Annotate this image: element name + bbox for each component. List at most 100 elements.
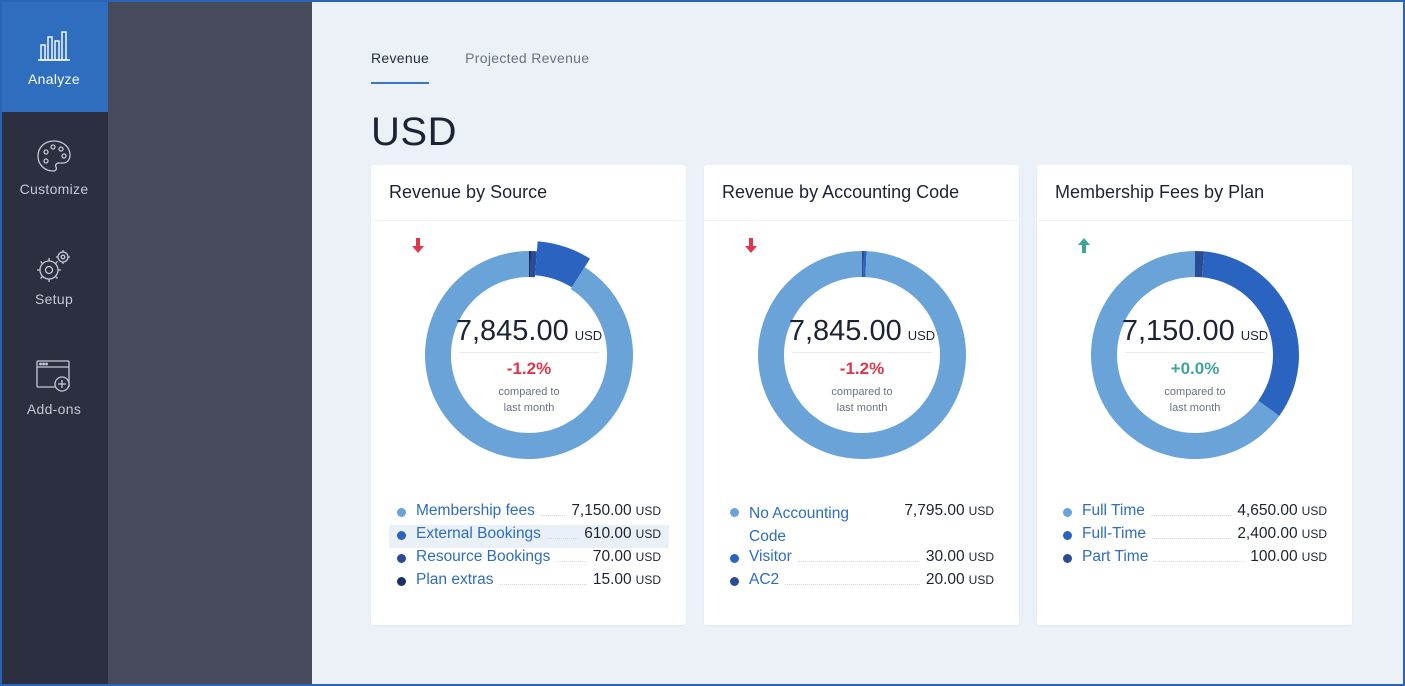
- arrow-down-icon: [745, 238, 757, 253]
- legend-dot: [730, 508, 739, 517]
- leader-dots: [1152, 525, 1232, 539]
- value-unit: USD: [968, 504, 994, 518]
- total-unit: USD: [574, 328, 603, 343]
- donut-chart: 7,150.00 USD +0.0% compared to last mont…: [1077, 237, 1313, 473]
- divider: [459, 352, 599, 353]
- compare-line-2: last month: [503, 402, 555, 414]
- nav-label: Analyze: [28, 71, 80, 87]
- value-amount: 100.00: [1250, 548, 1298, 565]
- tab-bar: Revenue Projected Revenue: [371, 50, 589, 84]
- legend-value: 7,150.00 USD: [571, 502, 661, 520]
- nav-label: Add-ons: [26, 401, 82, 417]
- value-amount: 15.00: [592, 571, 632, 588]
- legend-label[interactable]: Plan extras: [416, 571, 494, 588]
- nav-item-analyze[interactable]: Analyze: [0, 2, 108, 112]
- leader-dots: [1154, 548, 1245, 562]
- donut-svg: [758, 251, 966, 459]
- donut-chart: 7,845.00 USD -1.2% compared to last mont…: [411, 237, 647, 473]
- value-amount: 70.00: [592, 548, 632, 565]
- legend-label[interactable]: Part Time: [1082, 548, 1149, 565]
- legend-row-no-accounting-code[interactable]: No Accounting Code 7,795.00 USD: [722, 502, 1002, 548]
- legend-row-full-time[interactable]: Full Time 4,650.00 USD: [1055, 502, 1335, 525]
- legend-row-full-time-hyphen[interactable]: Full-Time 2,400.00 USD: [1055, 525, 1335, 548]
- legend-row-visitor[interactable]: Visitor 30.00 USD: [722, 548, 1002, 571]
- total-value: 7,845.00: [455, 315, 569, 347]
- window-add-icon: [36, 360, 70, 392]
- legend: No Accounting Code 7,795.00 USD Visitor 3…: [722, 502, 1002, 594]
- main-content: Revenue Projected Revenue USD Revenue by…: [312, 0, 1405, 686]
- value-amount: 30.00: [925, 548, 965, 565]
- value-unit: USD: [635, 504, 661, 518]
- leader-dots: [499, 571, 587, 585]
- compare-line-1: compared to: [1164, 386, 1226, 398]
- legend-row-membership-fees[interactable]: Membership fees 7,150.00 USD: [389, 502, 669, 525]
- legend-dot: [730, 554, 739, 563]
- legend-value: 100.00 USD: [1250, 548, 1327, 566]
- tab-projected-revenue[interactable]: Projected Revenue: [465, 50, 590, 66]
- legend-dot: [397, 554, 406, 563]
- legend-label[interactable]: Membership fees: [416, 502, 535, 519]
- donut-slice-external-bookings[interactable]: [535, 241, 591, 288]
- donut-slice-visitor[interactable]: [863, 251, 867, 278]
- legend-label[interactable]: Full-Time: [1082, 525, 1147, 542]
- donut-center: 7,845.00 USD -1.2% compared to last mont…: [744, 237, 980, 473]
- delta-value: -1.2%: [506, 359, 552, 378]
- leader-dots: [540, 502, 566, 516]
- gears-icon: [37, 250, 70, 282]
- donut-slice-ac2[interactable]: [862, 251, 865, 278]
- legend-label[interactable]: Resource Bookings: [416, 548, 551, 565]
- value-amount: 2,400.00: [1237, 525, 1298, 542]
- value-unit: USD: [1301, 504, 1327, 518]
- legend-row-part-time[interactable]: Part Time 100.00 USD: [1055, 548, 1335, 571]
- donut-slice-part-time[interactable]: [1195, 251, 1205, 278]
- legend-row-ac2[interactable]: AC2 20.00 USD: [722, 571, 1002, 594]
- compare-caption: compared to last month: [817, 384, 907, 416]
- value-unit: USD: [1301, 550, 1327, 564]
- legend: Membership fees 7,150.00 USD External Boo…: [389, 502, 669, 594]
- legend-label[interactable]: AC2: [749, 571, 780, 588]
- legend-value: 7,795.00 USD: [904, 502, 994, 520]
- tab-revenue[interactable]: Revenue: [371, 50, 430, 84]
- leader-dots: [556, 548, 587, 562]
- legend-dot: [1063, 531, 1072, 540]
- nav-item-setup[interactable]: Setup: [0, 222, 108, 332]
- nav-item-customize[interactable]: Customize: [0, 112, 108, 222]
- legend-row-resource-bookings[interactable]: Resource Bookings 70.00 USD: [389, 548, 669, 571]
- secondary-sidebar: [108, 0, 312, 686]
- compare-caption: compared to last month: [484, 384, 574, 416]
- divider: [792, 352, 932, 353]
- donut-svg: [1091, 251, 1299, 459]
- legend-label[interactable]: External Bookings: [416, 525, 541, 542]
- compare-line-2: last month: [1169, 402, 1221, 414]
- value-amount: 20.00: [925, 571, 965, 588]
- donut-slice-full-time[interactable]: [1201, 251, 1299, 416]
- currency-heading: USD: [371, 110, 457, 154]
- card-title: Membership Fees by Plan: [1037, 165, 1352, 221]
- donut-chart: 7,845.00 USD -1.2% compared to last mont…: [744, 237, 980, 473]
- delta-indicator: -1.2%: [745, 238, 884, 379]
- card-revenue-by-accounting-code: Revenue by Accounting Code 7,845.00 USD …: [704, 165, 1019, 625]
- legend-label[interactable]: No Accounting Code: [749, 505, 849, 545]
- legend-row-plan-extras[interactable]: Plan extras 15.00 USD: [389, 571, 669, 594]
- legend-dot: [397, 531, 406, 540]
- donut-svg: [425, 241, 633, 459]
- leader-dots: [785, 571, 920, 585]
- total-value: 7,150.00: [1121, 315, 1235, 347]
- donut-slice-resource-bookings[interactable]: [530, 251, 537, 278]
- value-amount: 7,795.00: [904, 502, 965, 519]
- legend-value: 2,400.00 USD: [1237, 525, 1327, 543]
- leader-dots: [1150, 502, 1232, 516]
- legend: Full Time 4,650.00 USD Full-Time 2,400.00…: [1055, 502, 1335, 571]
- compare-caption: compared to last month: [1150, 384, 1240, 416]
- compare-line-1: compared to: [498, 386, 560, 398]
- legend-value: 610.00 USD: [584, 525, 661, 543]
- value-unit: USD: [968, 573, 994, 587]
- legend-label[interactable]: Full Time: [1082, 502, 1145, 519]
- legend-label[interactable]: Visitor: [749, 548, 792, 565]
- legend-row-external-bookings[interactable]: External Bookings 610.00 USD: [389, 525, 669, 548]
- nav-item-add-ons[interactable]: Add-ons: [0, 332, 108, 442]
- donut-slice-plan-extras[interactable]: [529, 251, 532, 278]
- compare-line-2: last month: [836, 402, 888, 414]
- legend-dot: [397, 577, 406, 586]
- nav-label: Setup: [34, 291, 74, 307]
